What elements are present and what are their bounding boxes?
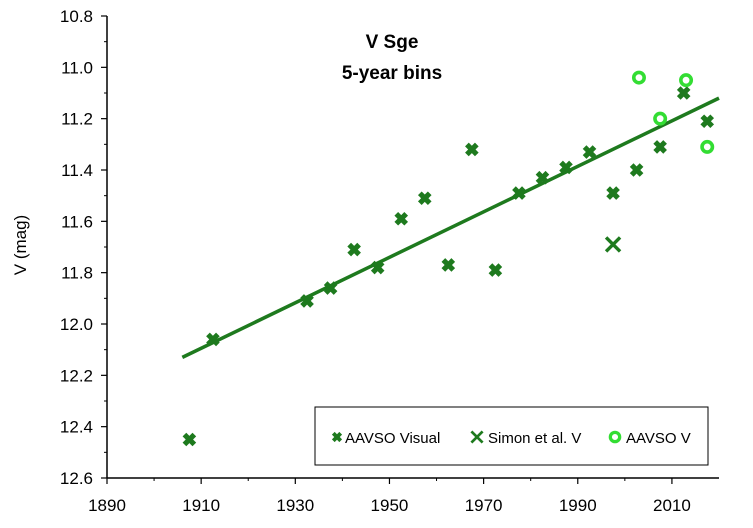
- y-tick-label: 11.0: [61, 58, 93, 77]
- legend-label-aavso-v: AAVSO V: [626, 430, 691, 447]
- x-tick-label: 2010: [653, 496, 691, 515]
- aavso-visual-point: [323, 281, 338, 295]
- aavso-visual-point: [182, 432, 197, 447]
- aavso-visual-point: [582, 145, 597, 159]
- aavso-visual-point: [676, 86, 691, 100]
- aavso-v-point: [700, 139, 715, 154]
- aavso-visual-point: [206, 332, 220, 347]
- aavso-visual-point: [465, 142, 479, 157]
- aavso-visual-point: [653, 140, 667, 154]
- chart-title: V Sge: [366, 32, 419, 53]
- aavso-visual-point: [441, 258, 456, 272]
- aavso-visual-point: [700, 114, 715, 129]
- x-tick-label: 1970: [465, 496, 503, 515]
- aavso-visual-point: [606, 186, 620, 200]
- legend: AAVSO Visual Simon et al. V AAVSO V: [314, 406, 709, 466]
- aavso-visual-point: [300, 294, 314, 308]
- aavso-visual-point: [559, 160, 573, 175]
- x-tick-labels: 1890 1910 1930 1950 1970 1990 2010: [88, 496, 691, 515]
- x-tick-label: 1910: [182, 496, 220, 515]
- y-tick-label: 11.4: [61, 161, 93, 180]
- aavso-visual-point: [629, 163, 644, 177]
- trendline: [181, 96, 720, 359]
- legend-label-aavso-visual: AAVSO Visual: [345, 430, 440, 447]
- y-tick-label: 12.0: [60, 315, 93, 334]
- aavso-v-point: [631, 70, 646, 85]
- aavso-v-point: [653, 111, 668, 126]
- y-tick-label: 12.2: [60, 366, 93, 385]
- aavso-visual-point: [512, 186, 526, 200]
- axes: [101, 15, 719, 484]
- trendline-layer: [181, 96, 720, 359]
- aavso-v-point: [679, 73, 694, 88]
- aavso-visual-point: [535, 170, 550, 185]
- y-tick-label: 12.4: [60, 418, 93, 437]
- aavso-visual-point: [488, 263, 503, 277]
- aavso-visual-point: [417, 191, 432, 206]
- y-tick-label: 11.6: [61, 212, 93, 231]
- aavso-visual-point: [370, 260, 385, 275]
- chart-subtitle: 5-year bins: [342, 63, 442, 84]
- y-tick-label: 11.2: [61, 110, 93, 129]
- x-tick-label: 1890: [88, 496, 126, 515]
- legend-marker-aavso-visual: [331, 431, 343, 443]
- legend-label-simon-v: Simon et al. V: [488, 430, 581, 447]
- y-tick-labels: 10.8 11.0 11.2 11.4 11.6 11.8 12.0 12.2 12.4 12.6: [60, 7, 93, 488]
- aavso-visual-point: [347, 242, 361, 257]
- legend-markers: [331, 430, 622, 444]
- legend-marker-simon-v: [470, 430, 484, 444]
- x-tick-label: 1930: [276, 496, 314, 515]
- data-points: [182, 70, 715, 447]
- y-axis-title: V (mag): [11, 215, 30, 275]
- x-tick-label: 1950: [371, 496, 409, 515]
- simon-v-point: [604, 236, 622, 253]
- legend-marker-aavso-v: [608, 430, 622, 444]
- y-tick-label: 11.8: [61, 264, 93, 283]
- aavso-visual-point: [394, 211, 409, 226]
- y-tick-label: 10.8: [60, 7, 93, 26]
- x-tick-label: 1990: [559, 496, 597, 515]
- y-tick-label: 12.6: [60, 469, 93, 488]
- legend-box: [314, 406, 709, 466]
